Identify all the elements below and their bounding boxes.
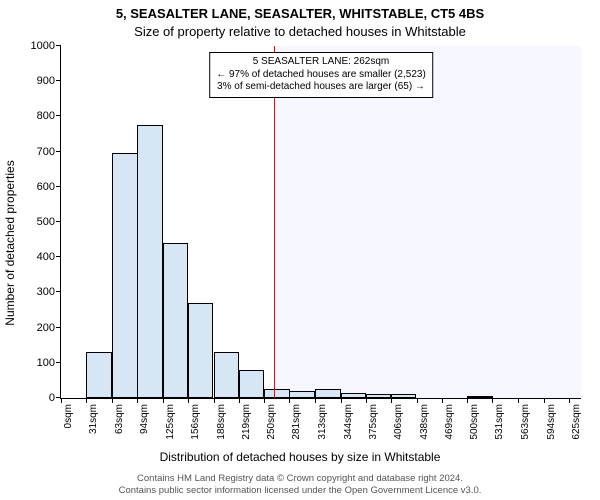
- y-tick-mark: [56, 80, 61, 81]
- histogram-bar: [163, 243, 188, 398]
- x-tick-label: 188sqm: [216, 404, 227, 440]
- histogram-bar: [137, 125, 162, 398]
- x-tick-mark: [163, 398, 164, 403]
- chart-title-line2: Size of property relative to detached ho…: [0, 24, 600, 39]
- histogram-bar: [391, 394, 416, 398]
- y-axis-label: Number of detached properties: [3, 143, 17, 343]
- y-tick-label: 900: [37, 75, 55, 87]
- y-tick-label: 600: [37, 181, 55, 193]
- histogram-bar: [86, 352, 111, 398]
- x-tick-mark: [264, 398, 265, 403]
- y-tick-mark: [56, 291, 61, 292]
- y-tick-mark: [56, 45, 61, 46]
- x-tick-mark: [112, 398, 113, 403]
- x-tick-mark: [467, 398, 468, 403]
- property-size-marker: [274, 46, 275, 398]
- histogram-bar: [467, 396, 492, 398]
- y-tick-mark: [56, 362, 61, 363]
- x-tick-mark: [315, 398, 316, 403]
- x-tick-mark: [518, 398, 519, 403]
- histogram-bar: [188, 303, 213, 398]
- x-tick-mark: [188, 398, 189, 403]
- y-tick-label: 300: [37, 286, 55, 298]
- x-tick-label: 531sqm: [494, 404, 505, 440]
- chart-title-line1: 5, SEASALTER LANE, SEASALTER, WHITSTABLE…: [0, 6, 600, 21]
- x-tick-mark: [86, 398, 87, 403]
- x-tick-mark: [289, 398, 290, 403]
- y-tick-mark: [56, 186, 61, 187]
- y-axis-label-wrap: Number of detached properties: [4, 0, 20, 500]
- x-tick-label: 125sqm: [165, 404, 176, 440]
- histogram-bar: [341, 393, 366, 398]
- histogram-bar: [214, 352, 239, 398]
- x-tick-label: 563sqm: [520, 404, 531, 440]
- y-tick-label: 200: [37, 322, 55, 334]
- x-tick-label: 313sqm: [317, 404, 328, 440]
- y-tick-mark: [56, 221, 61, 222]
- x-tick-mark: [492, 398, 493, 403]
- y-tick-label: 400: [37, 251, 55, 263]
- x-tick-mark: [391, 398, 392, 403]
- x-tick-mark: [366, 398, 367, 403]
- x-tick-mark: [239, 398, 240, 403]
- x-tick-mark: [341, 398, 342, 403]
- x-tick-label: 500sqm: [469, 404, 480, 440]
- histogram-bar: [366, 394, 391, 398]
- x-tick-mark: [137, 398, 138, 403]
- x-tick-label: 0sqm: [63, 404, 74, 428]
- x-tick-label: 594sqm: [546, 404, 557, 440]
- x-tick-mark: [442, 398, 443, 403]
- x-tick-label: 156sqm: [190, 404, 201, 440]
- footer-copyright-1: Contains HM Land Registry data © Crown c…: [0, 473, 600, 484]
- x-tick-label: 438sqm: [419, 404, 430, 440]
- x-tick-label: 375sqm: [368, 404, 379, 440]
- annotation-line: ← 97% of detached houses are smaller (2,…: [216, 69, 426, 82]
- x-tick-label: 219sqm: [241, 404, 252, 440]
- x-tick-label: 31sqm: [88, 404, 99, 434]
- histogram-bar: [264, 389, 289, 398]
- histogram-bar: [239, 370, 264, 398]
- y-tick-mark: [56, 256, 61, 257]
- y-tick-label: 500: [37, 216, 55, 228]
- x-tick-label: 344sqm: [343, 404, 354, 440]
- x-tick-label: 63sqm: [114, 404, 125, 434]
- x-tick-label: 281sqm: [291, 404, 302, 440]
- x-tick-label: 625sqm: [571, 404, 582, 440]
- histogram-bar: [315, 389, 340, 398]
- annotation-box: 5 SEASALTER LANE: 262sqm← 97% of detache…: [209, 52, 433, 98]
- x-tick-label: 94sqm: [139, 404, 150, 434]
- x-tick-label: 469sqm: [444, 404, 455, 440]
- footer-copyright-2: Contains public sector information licen…: [0, 485, 600, 496]
- annotation-line: 5 SEASALTER LANE: 262sqm: [216, 56, 426, 69]
- y-tick-label: 1000: [31, 40, 55, 52]
- x-tick-label: 250sqm: [266, 404, 277, 440]
- histogram-bar: [289, 391, 314, 398]
- y-tick-label: 0: [49, 392, 55, 404]
- x-axis-label: Distribution of detached houses by size …: [0, 450, 600, 464]
- x-tick-mark: [61, 398, 62, 403]
- chart-plot-area: 010020030040050060070080090010000sqm31sq…: [60, 46, 581, 399]
- x-tick-label: 406sqm: [393, 404, 404, 440]
- annotation-line: 3% of semi-detached houses are larger (6…: [216, 81, 426, 94]
- y-tick-mark: [56, 151, 61, 152]
- x-tick-mark: [214, 398, 215, 403]
- y-tick-label: 100: [37, 357, 55, 369]
- x-tick-mark: [544, 398, 545, 403]
- x-tick-mark: [569, 398, 570, 403]
- histogram-bar: [112, 153, 137, 398]
- shade-larger-region: [274, 46, 581, 398]
- y-tick-mark: [56, 115, 61, 116]
- y-tick-label: 800: [37, 110, 55, 122]
- x-tick-mark: [417, 398, 418, 403]
- y-tick-label: 700: [37, 146, 55, 158]
- y-tick-mark: [56, 327, 61, 328]
